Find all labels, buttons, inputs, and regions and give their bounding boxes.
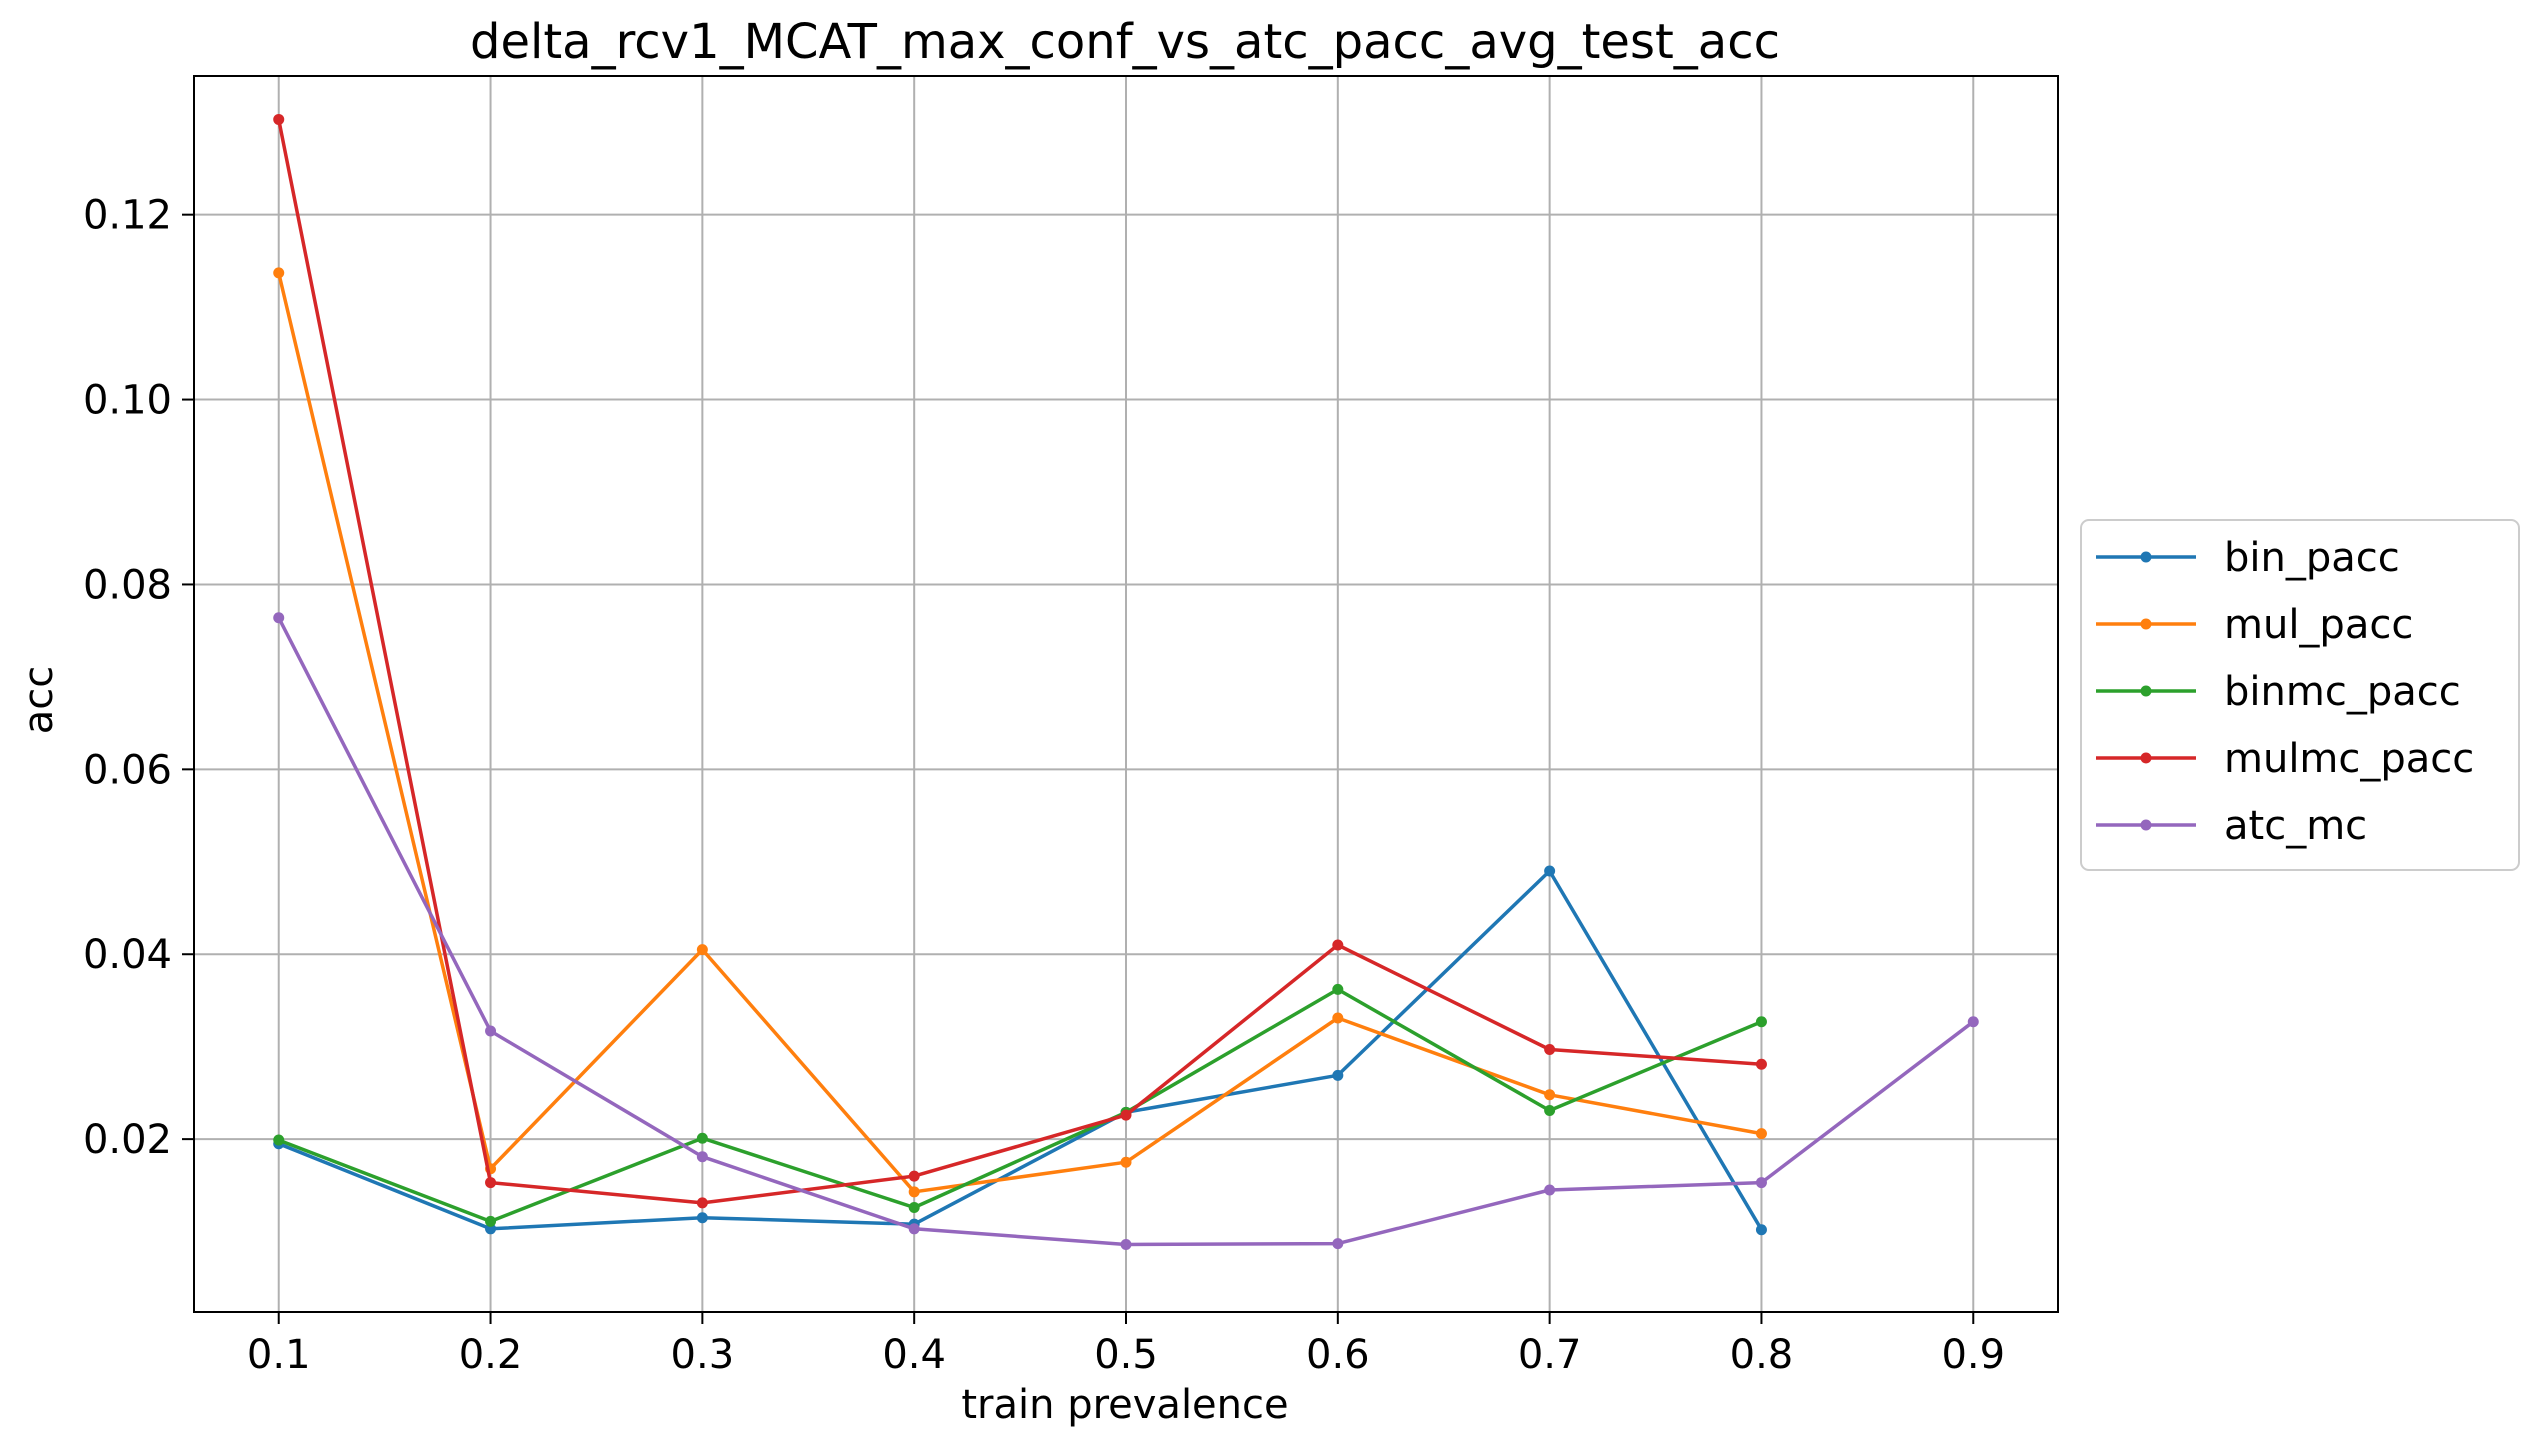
data-point-atc_mc <box>1967 1016 1979 1028</box>
data-point-mulmc_pacc <box>1332 939 1344 951</box>
x-tick-label: 0.9 <box>1941 1332 2005 1378</box>
data-point-bin_pacc <box>1544 865 1556 877</box>
data-point-mulmc_pacc <box>908 1170 920 1182</box>
series-lines <box>273 113 1979 1251</box>
data-point-mulmc_pacc <box>485 1177 497 1189</box>
data-point-atc_mc <box>696 1151 708 1163</box>
legend-box <box>2080 519 2520 871</box>
x-axis-label: train prevalence <box>961 1382 1288 1428</box>
data-point-mul_pacc <box>696 944 708 956</box>
data-point-binmc_pacc <box>696 1132 708 1144</box>
data-point-bin_pacc <box>1332 1069 1344 1081</box>
data-point-binmc_pacc <box>1332 983 1344 995</box>
x-tick-label: 0.6 <box>1306 1332 1370 1378</box>
legend-label-mulmc_pacc: mulmc_pacc <box>2224 736 2474 782</box>
data-point-binmc_pacc <box>485 1215 497 1227</box>
grid-lines <box>194 76 2058 1312</box>
legend-label-mul_pacc: mul_pacc <box>2224 602 2413 648</box>
data-point-binmc_pacc <box>273 1134 285 1146</box>
series-line-mul_pacc <box>276 272 1762 1194</box>
x-tick-label: 0.7 <box>1518 1332 1582 1378</box>
y-tick-label: 0.04 <box>83 932 172 978</box>
x-axis-ticks: 0.1 0.2 0.3 0.4 0.5 0.6 0.7 0.8 0.9 <box>247 1312 2005 1378</box>
data-point-mul_pacc <box>1120 1156 1132 1168</box>
data-point-atc_mc <box>908 1223 920 1235</box>
data-point-mulmc_pacc <box>1544 1043 1556 1055</box>
x-tick-label: 0.1 <box>247 1332 311 1378</box>
legend-label-atc_mc: atc_mc <box>2224 803 2367 849</box>
y-tick-label: 0.10 <box>83 378 172 424</box>
data-point-mul_pacc <box>908 1186 920 1198</box>
data-point-mul_pacc <box>1755 1128 1767 1140</box>
y-axis-label: acc <box>16 666 62 735</box>
data-point-mul_pacc <box>273 267 285 279</box>
y-tick-label: 0.02 <box>83 1117 172 1163</box>
data-point-binmc_pacc <box>908 1202 920 1214</box>
data-point-atc_mc <box>1332 1238 1344 1250</box>
data-point-bin_pacc <box>1755 1224 1767 1236</box>
y-tick-label: 0.12 <box>83 193 172 239</box>
series-line-binmc_pacc <box>278 987 1763 1224</box>
series-line-bin_pacc <box>278 869 1764 1231</box>
legend-marker-atc_mc <box>2140 819 2152 831</box>
data-point-mulmc_pacc <box>1755 1058 1767 1070</box>
y-axis-ticks: 0.02 0.04 0.06 0.08 0.10 0.12 <box>83 193 194 1163</box>
legend-label-binmc_pacc: binmc_pacc <box>2224 669 2461 715</box>
data-point-mul_pacc <box>1544 1089 1556 1101</box>
legend-label-bin_pacc: bin_pacc <box>2224 535 2400 581</box>
legend-marker-mulmc_pacc <box>2140 752 2152 764</box>
data-point-atc_mc <box>273 612 285 624</box>
data-point-mulmc_pacc <box>273 113 285 125</box>
x-tick-label: 0.5 <box>1094 1332 1158 1378</box>
legend-marker-bin_pacc <box>2140 551 2152 563</box>
y-tick-label: 0.08 <box>83 562 172 608</box>
data-point-binmc_pacc <box>1544 1104 1556 1116</box>
data-point-atc_mc <box>485 1025 497 1037</box>
x-tick-label: 0.2 <box>459 1332 523 1378</box>
chart-title: delta_rcv1_MCAT_max_conf_vs_atc_pacc_avg… <box>470 14 1780 70</box>
x-tick-label: 0.3 <box>671 1332 735 1378</box>
data-point-atc_mc <box>1755 1177 1767 1189</box>
y-tick-label: 0.06 <box>83 747 172 793</box>
legend: bin_pacc mul_pacc binmc_pacc mulmc_pacc atc_… <box>2080 519 2520 871</box>
legend-marker-binmc_pacc <box>2140 685 2152 697</box>
data-point-mulmc_pacc <box>696 1197 708 1209</box>
data-point-mulmc_pacc <box>1120 1109 1132 1121</box>
x-tick-label: 0.4 <box>882 1332 946 1378</box>
legend-marker-mul_pacc <box>2140 618 2152 630</box>
data-point-atc_mc <box>1544 1184 1556 1196</box>
data-point-atc_mc <box>1120 1239 1132 1251</box>
data-point-mul_pacc <box>1332 1012 1344 1024</box>
x-tick-label: 0.8 <box>1730 1332 1794 1378</box>
data-point-binmc_pacc <box>1755 1016 1767 1028</box>
data-point-bin_pacc <box>696 1212 708 1224</box>
series-line-mulmc_pacc <box>276 119 1762 1205</box>
